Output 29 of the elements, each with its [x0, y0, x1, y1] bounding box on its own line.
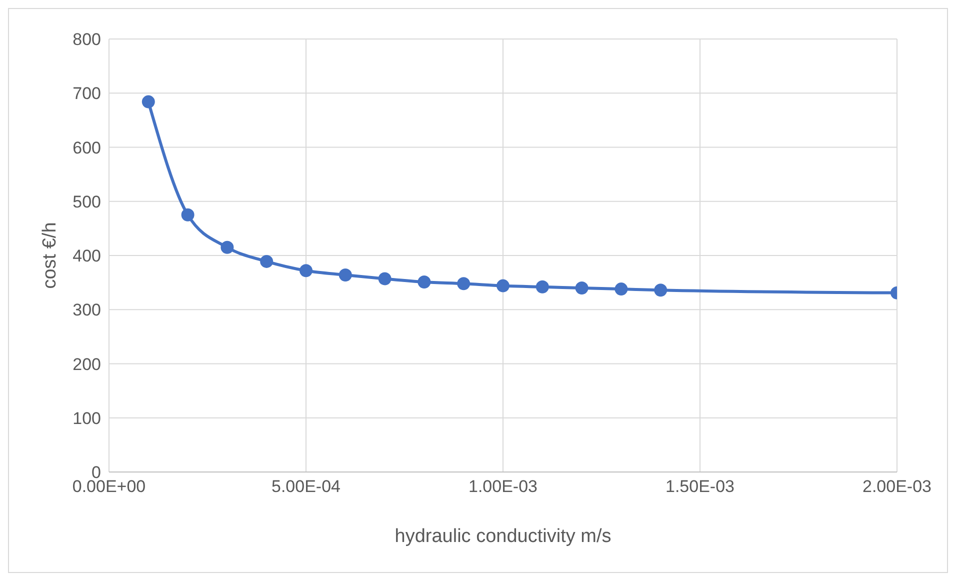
x-tick-label: 2.00E-03: [862, 477, 932, 496]
point: [418, 276, 431, 289]
y-tick-label: 300: [72, 300, 101, 320]
y-tick-label: 200: [72, 354, 101, 374]
point: [457, 277, 470, 290]
point: [220, 240, 234, 254]
point: [300, 264, 312, 278]
y-tick-label: 800: [72, 30, 101, 50]
point: [536, 280, 549, 294]
y-tick-label: 500: [72, 192, 101, 212]
y-axis-title: cost €/h: [40, 222, 61, 289]
x-tick-label: 1.00E-03: [468, 477, 538, 496]
x-tick-label: 5.00E-04: [272, 477, 340, 496]
point: [575, 281, 588, 294]
point: [654, 284, 668, 297]
y-tick-label: 700: [72, 84, 101, 104]
point: [260, 254, 274, 268]
y-tick-label: 400: [72, 246, 101, 266]
x-axis-title: hydraulic conductivity m/s: [394, 526, 612, 547]
point: [181, 208, 194, 222]
point: [338, 268, 352, 282]
x-tick-label: 0.00E+00: [72, 477, 146, 496]
point: [142, 95, 155, 108]
point: [496, 279, 510, 292]
y-tick-label: 100: [72, 408, 101, 428]
x-tick-label: 1.50E-03: [666, 477, 734, 496]
y-tick-label: 600: [72, 138, 101, 158]
point: [614, 282, 628, 296]
point: [378, 272, 392, 286]
